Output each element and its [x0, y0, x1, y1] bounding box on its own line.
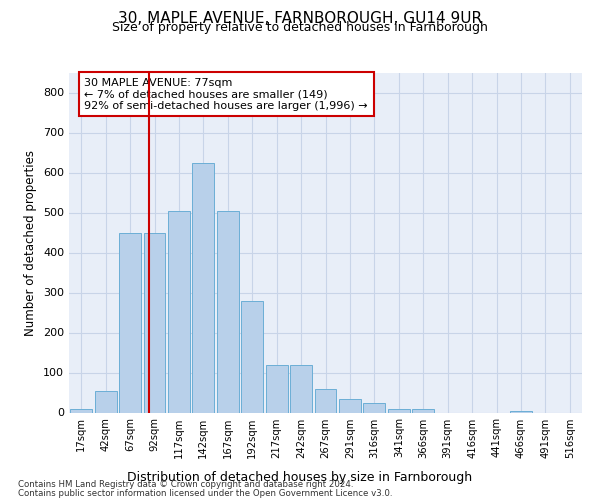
Bar	[339, 398, 361, 412]
Bar	[412, 410, 434, 412]
Bar	[290, 364, 312, 412]
Y-axis label: Number of detached properties: Number of detached properties	[25, 150, 37, 336]
Text: 30, MAPLE AVENUE, FARNBOROUGH, GU14 9UR: 30, MAPLE AVENUE, FARNBOROUGH, GU14 9UR	[118, 11, 482, 26]
Bar	[266, 364, 287, 412]
Bar	[217, 210, 239, 412]
Bar	[119, 232, 141, 412]
Bar	[388, 408, 410, 412]
Bar	[364, 402, 385, 412]
Text: Size of property relative to detached houses in Farnborough: Size of property relative to detached ho…	[112, 21, 488, 34]
Bar	[70, 408, 92, 412]
Text: Contains public sector information licensed under the Open Government Licence v3: Contains public sector information licen…	[18, 488, 392, 498]
Text: 30 MAPLE AVENUE: 77sqm
← 7% of detached houses are smaller (149)
92% of semi-det: 30 MAPLE AVENUE: 77sqm ← 7% of detached …	[85, 78, 368, 111]
Bar	[193, 162, 214, 412]
Bar	[314, 388, 337, 412]
Bar	[168, 210, 190, 412]
Bar	[143, 232, 166, 412]
Bar	[95, 390, 116, 412]
Text: Distribution of detached houses by size in Farnborough: Distribution of detached houses by size …	[127, 471, 473, 484]
Bar	[241, 300, 263, 412]
Text: Contains HM Land Registry data © Crown copyright and database right 2024.: Contains HM Land Registry data © Crown c…	[18, 480, 353, 489]
Bar	[510, 410, 532, 412]
